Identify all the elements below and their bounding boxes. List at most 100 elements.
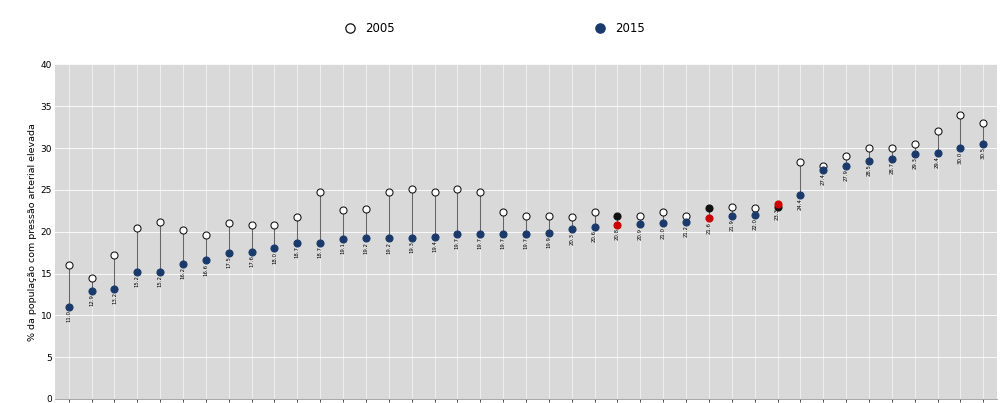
Point bbox=[84, 274, 100, 281]
Point bbox=[975, 141, 991, 147]
Point bbox=[541, 229, 557, 236]
Point bbox=[724, 204, 740, 211]
Text: 27.4: 27.4 bbox=[821, 173, 826, 185]
Text: 22.0: 22.0 bbox=[752, 218, 757, 231]
Point bbox=[449, 231, 465, 237]
Text: 15.2: 15.2 bbox=[135, 275, 140, 287]
Point bbox=[815, 163, 831, 170]
Text: 17.5: 17.5 bbox=[226, 256, 231, 268]
Text: 19.7: 19.7 bbox=[524, 238, 528, 249]
Text: 20.8: 20.8 bbox=[615, 229, 620, 240]
Point bbox=[106, 285, 122, 292]
Point bbox=[770, 201, 786, 208]
Point bbox=[678, 213, 694, 219]
Point bbox=[884, 145, 900, 151]
Point bbox=[701, 215, 717, 222]
Point bbox=[792, 192, 808, 198]
Point bbox=[84, 288, 100, 294]
Text: 2005: 2005 bbox=[365, 22, 395, 35]
Point bbox=[381, 235, 397, 242]
Point bbox=[427, 233, 443, 240]
Point bbox=[152, 218, 168, 225]
Text: 21.0: 21.0 bbox=[661, 227, 666, 239]
Point bbox=[930, 150, 946, 156]
Point bbox=[198, 257, 214, 264]
Point bbox=[335, 207, 351, 213]
Point bbox=[592, 25, 608, 31]
Point bbox=[838, 162, 854, 169]
Point bbox=[312, 239, 328, 246]
Text: 20.3: 20.3 bbox=[569, 233, 574, 245]
Point bbox=[838, 153, 854, 160]
Point bbox=[815, 166, 831, 173]
Text: 19.9: 19.9 bbox=[546, 236, 551, 248]
Text: 18.7: 18.7 bbox=[295, 246, 300, 258]
Text: 19.4: 19.4 bbox=[432, 240, 437, 252]
Text: 16.6: 16.6 bbox=[203, 264, 208, 276]
Text: 21.9: 21.9 bbox=[729, 219, 734, 231]
Text: 29.3: 29.3 bbox=[912, 157, 917, 169]
Point bbox=[129, 269, 145, 275]
Text: 23.3: 23.3 bbox=[775, 208, 780, 220]
Point bbox=[678, 218, 694, 225]
Point bbox=[495, 231, 511, 237]
Point bbox=[106, 252, 122, 258]
Point bbox=[449, 186, 465, 192]
Point bbox=[747, 212, 763, 218]
Point bbox=[792, 159, 808, 166]
Text: 21.2: 21.2 bbox=[684, 225, 689, 237]
Text: 21.6: 21.6 bbox=[706, 222, 711, 234]
Point bbox=[335, 236, 351, 243]
Point bbox=[221, 220, 237, 226]
Point bbox=[472, 189, 488, 195]
Point bbox=[381, 188, 397, 195]
Text: 19.3: 19.3 bbox=[409, 241, 414, 253]
Point bbox=[587, 224, 603, 230]
Point bbox=[632, 213, 648, 219]
Point bbox=[609, 213, 625, 219]
Point bbox=[564, 226, 580, 233]
Point bbox=[175, 260, 191, 267]
Text: 20.6: 20.6 bbox=[592, 230, 597, 242]
Point bbox=[342, 25, 358, 31]
Point bbox=[495, 208, 511, 215]
Text: 17.6: 17.6 bbox=[249, 255, 254, 267]
Text: 30.0: 30.0 bbox=[958, 152, 963, 164]
Point bbox=[907, 141, 923, 147]
Point bbox=[655, 208, 671, 215]
Point bbox=[518, 231, 534, 237]
Text: 18.7: 18.7 bbox=[318, 246, 323, 258]
Point bbox=[175, 227, 191, 233]
Point bbox=[244, 222, 260, 228]
Point bbox=[930, 128, 946, 135]
Point bbox=[587, 209, 603, 216]
Point bbox=[770, 204, 786, 211]
Text: 19.2: 19.2 bbox=[363, 242, 368, 253]
Point bbox=[61, 262, 77, 268]
Point bbox=[861, 145, 877, 151]
Point bbox=[404, 235, 420, 241]
Point bbox=[221, 249, 237, 256]
Point bbox=[289, 214, 305, 220]
Text: 19.7: 19.7 bbox=[501, 238, 506, 249]
Point bbox=[747, 205, 763, 212]
Point bbox=[358, 235, 374, 242]
Text: 20.9: 20.9 bbox=[638, 228, 643, 239]
Text: 13.2: 13.2 bbox=[112, 292, 117, 304]
Point bbox=[244, 249, 260, 255]
Text: 18.0: 18.0 bbox=[272, 252, 277, 264]
Text: 16.2: 16.2 bbox=[181, 267, 186, 279]
Point bbox=[312, 189, 328, 195]
Text: 15.2: 15.2 bbox=[158, 275, 163, 287]
Point bbox=[358, 206, 374, 212]
Text: 11.0: 11.0 bbox=[66, 310, 71, 322]
Point bbox=[61, 304, 77, 310]
Point bbox=[152, 269, 168, 275]
Point bbox=[129, 224, 145, 231]
Point bbox=[427, 189, 443, 195]
Point bbox=[724, 213, 740, 219]
Text: 28.5: 28.5 bbox=[866, 164, 871, 176]
Point bbox=[289, 239, 305, 246]
Point bbox=[884, 156, 900, 162]
Point bbox=[564, 214, 580, 220]
